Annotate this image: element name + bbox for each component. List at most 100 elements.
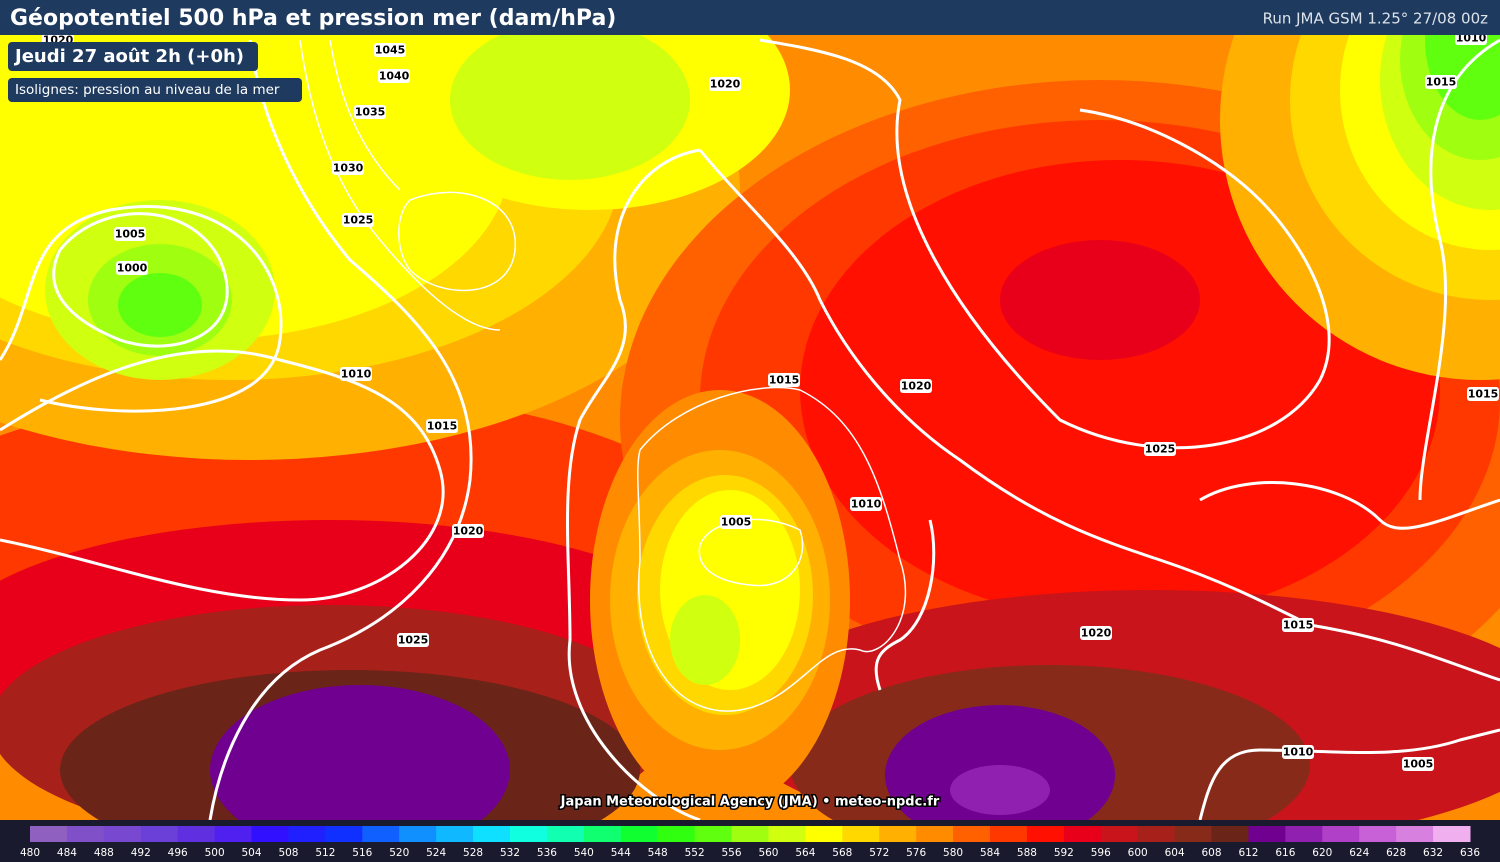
colorbar-swatch xyxy=(620,826,659,842)
colorbar-label: 560 xyxy=(758,847,778,859)
colorbar-swatch xyxy=(731,826,769,842)
isobar-line xyxy=(1199,481,1500,530)
colorbar-swatch xyxy=(805,826,843,842)
colorbar-label: 500 xyxy=(205,847,225,859)
isobar-label-box xyxy=(768,373,800,387)
colorbar-label: 572 xyxy=(869,847,889,859)
isoline-note: Isolignes: pression au niveau de la mer xyxy=(15,82,280,98)
colorbar-swatch xyxy=(1433,826,1471,842)
colorbar-label: 604 xyxy=(1165,847,1185,859)
isobar-label: 1010 xyxy=(1283,746,1314,759)
isobar-label: 1000 xyxy=(117,262,148,275)
isobar-line xyxy=(329,39,401,191)
colorbar-swatch xyxy=(66,826,105,842)
isobar-label-box xyxy=(114,227,146,241)
isobar-label-box xyxy=(452,524,484,538)
isobar-label: 1005 xyxy=(115,228,146,241)
colorbar-label: 620 xyxy=(1312,847,1332,859)
colorbar-swatch xyxy=(1137,826,1176,842)
colorbar-swatch xyxy=(362,826,400,842)
colorbar-label: 632 xyxy=(1423,847,1443,859)
colorbar-swatch xyxy=(399,826,437,842)
colorbar-swatch xyxy=(30,826,68,842)
colorbar-label: 532 xyxy=(500,847,520,859)
isobar-line xyxy=(759,38,1331,450)
field-band xyxy=(885,705,1115,820)
colorbar-swatch xyxy=(1174,826,1213,842)
isobar-line xyxy=(208,39,473,820)
isobar-label: 1010 xyxy=(341,368,372,381)
isobar-line xyxy=(299,39,501,331)
colorbar-label: 528 xyxy=(463,847,483,859)
isobar-label-box xyxy=(378,69,410,83)
credit: Japan Meteorological Agency (JMA) • mete… xyxy=(560,795,940,810)
colorbar-label: 608 xyxy=(1202,847,1222,859)
header-bar xyxy=(0,0,1500,35)
colorbar-label: 556 xyxy=(722,847,742,859)
isobar-line xyxy=(637,386,907,712)
isobar-label-box xyxy=(332,161,364,175)
colorbar-label: 612 xyxy=(1238,847,1258,859)
colorbar-label: 540 xyxy=(574,847,594,859)
isobar-label-box xyxy=(1425,75,1457,89)
colorbar-label: 548 xyxy=(648,847,668,859)
colorbar-swatch xyxy=(1026,826,1065,842)
colorbar-label: 564 xyxy=(795,847,815,859)
isobar-label-box xyxy=(1467,387,1499,401)
colorbar-swatch xyxy=(510,826,548,842)
colorbar-label: 524 xyxy=(426,847,446,859)
colorbar-swatch xyxy=(990,826,1028,842)
isobar-label-box xyxy=(1080,626,1112,640)
colorbar-label: 596 xyxy=(1091,847,1111,859)
colorbar-label: 512 xyxy=(315,847,335,859)
field-band xyxy=(450,35,690,180)
isobars xyxy=(0,38,1500,820)
isobar-label-box xyxy=(1282,618,1314,632)
colorbar: 480 484 488 492 496 500 504 508 512 516 520 524 528 5… xyxy=(20,826,1480,859)
isobar-label: 1020 xyxy=(710,78,741,91)
colorbar-swatch xyxy=(1211,826,1249,842)
isobar-label: 1015 xyxy=(1426,76,1457,89)
colorbar-swatch xyxy=(177,826,216,842)
isobar-line xyxy=(1418,38,1500,501)
colorbar-swatch xyxy=(916,826,954,842)
colorbar-label: 484 xyxy=(57,847,77,859)
isobar-label: 1030 xyxy=(333,162,364,175)
colorbar-swatch xyxy=(1396,826,1434,842)
colorbar-swatch xyxy=(1322,826,1360,842)
isobar-label-box xyxy=(397,633,429,647)
colorbar-label: 616 xyxy=(1275,847,1295,859)
colorbar-swatch xyxy=(953,826,991,842)
isobar-line xyxy=(398,191,516,292)
colorbar-swatch xyxy=(694,826,733,842)
colorbar-swatch xyxy=(768,826,806,842)
isobar-label: 1015 xyxy=(1468,388,1499,401)
isobar-label-box xyxy=(900,379,932,393)
colorbar-swatch xyxy=(473,826,511,842)
colorbar-swatch xyxy=(1285,826,1323,842)
isobar-label: 1025 xyxy=(343,214,374,227)
colorbar-label: 516 xyxy=(352,847,372,859)
colorbar-label: 536 xyxy=(537,847,557,859)
isobar-label-box xyxy=(709,77,741,91)
field-band xyxy=(670,595,740,685)
colorbar-label: 492 xyxy=(131,847,151,859)
colorbar-swatch xyxy=(583,826,622,842)
isobar-label: 1040 xyxy=(379,70,410,83)
colorbar-label: 584 xyxy=(980,847,1000,859)
colorbar-label: 636 xyxy=(1460,847,1480,859)
colorbar-label: 580 xyxy=(943,847,963,859)
colorbar-label: 568 xyxy=(832,847,852,859)
colorbar-swatch xyxy=(1100,826,1139,842)
colorbar-swatch xyxy=(1063,826,1102,842)
run-info: Run JMA GSM 1.25° 27/08 00z xyxy=(1263,10,1489,28)
colorbar-swatch xyxy=(251,826,289,842)
isobar-label: 1010 xyxy=(851,498,882,511)
isobar-line xyxy=(1198,728,1500,820)
isobar-label-box xyxy=(340,367,372,381)
isobar-label: 1025 xyxy=(398,634,429,647)
isobar-label-box xyxy=(354,105,386,119)
